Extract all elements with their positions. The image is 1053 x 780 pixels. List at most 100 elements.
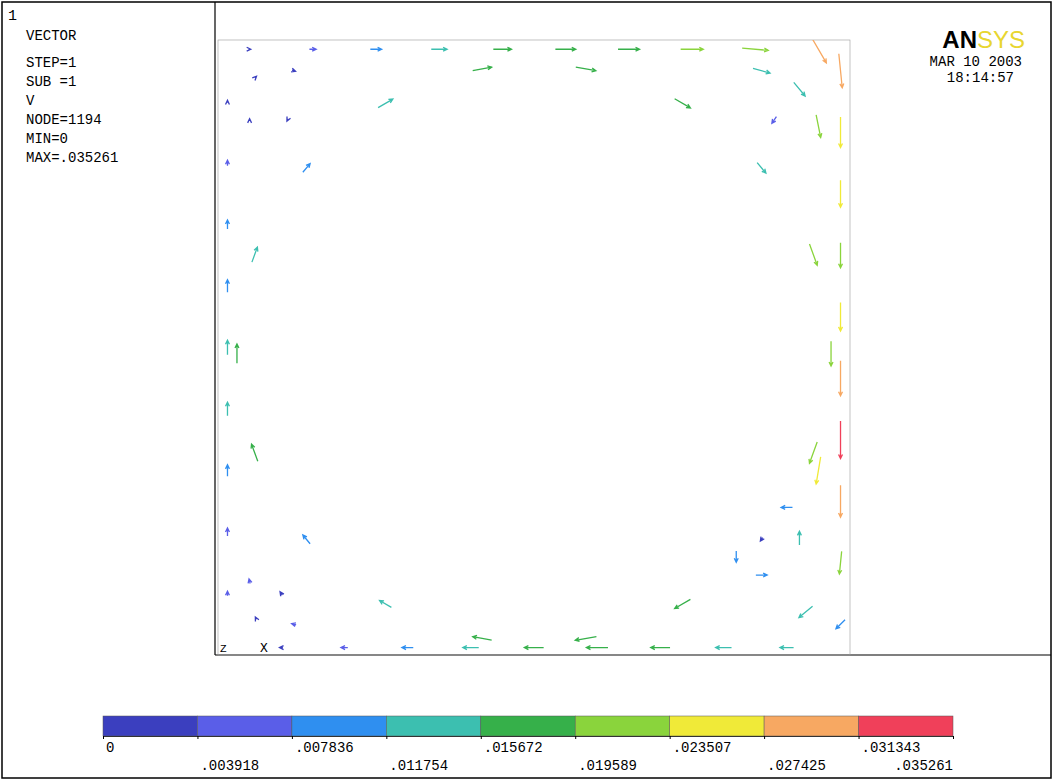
vector-arrow — [675, 99, 691, 108]
vector-arrow — [809, 442, 817, 463]
vector-arrow — [252, 76, 256, 80]
vector-arrow — [780, 646, 794, 650]
vector-arrow — [303, 164, 310, 173]
vector-arrow — [380, 601, 392, 608]
vector-arrow — [829, 341, 833, 366]
colorbar-tick-mark — [953, 736, 954, 739]
colorbar-tick-mark — [103, 736, 104, 739]
vector-arrow — [575, 637, 596, 642]
date: MAR 10 2003 — [930, 54, 1022, 70]
info-line: V — [26, 93, 35, 109]
vector-arrow — [681, 47, 704, 51]
info-line: VECTOR — [26, 28, 77, 44]
colorbar-bin — [197, 716, 291, 736]
colorbar-tick — [859, 736, 860, 739]
vector-arrow — [816, 115, 822, 138]
vector-arrow — [839, 117, 843, 148]
colorbar-tick-label: .015672 — [484, 740, 543, 756]
colorbar-tick — [575, 736, 576, 739]
info-line: NODE=1194 — [26, 112, 102, 128]
colorbar-bin — [764, 716, 858, 736]
vector-arrow — [772, 117, 777, 124]
colorbar-axis — [104, 736, 954, 739]
vector-arrow — [226, 280, 230, 292]
vector-arrow — [235, 344, 239, 363]
vector-arrow — [799, 606, 813, 617]
vector-arrow — [651, 646, 670, 650]
vector-arrow — [309, 47, 316, 51]
vector-arrow — [797, 531, 801, 545]
colorbar-tick-label: .023507 — [673, 740, 732, 756]
vector-arrow — [292, 623, 297, 627]
vector-arrow — [524, 646, 543, 650]
triad-label: X — [260, 641, 268, 656]
info-line: MIN=0 — [26, 131, 68, 147]
logo: ANSYS — [942, 26, 1025, 53]
vector-arrow — [226, 340, 230, 355]
vector-arrow — [287, 117, 291, 121]
info-line: STEP=1 — [26, 55, 76, 71]
colorbar-tick — [103, 736, 104, 739]
vector-arrow — [839, 485, 843, 517]
vector-arrow — [473, 635, 492, 640]
colorbar-bin — [575, 716, 669, 736]
vector-arrow — [378, 99, 393, 108]
vector-arrow — [756, 573, 767, 577]
vector-arrow — [431, 47, 447, 51]
vector-arrow — [280, 592, 284, 596]
colorbar-bin — [103, 716, 197, 736]
vector-arrow — [618, 47, 640, 51]
colorbar-tick-mark — [481, 736, 482, 739]
time: 18:14:57 — [947, 70, 1014, 86]
vector-arrow — [493, 47, 511, 51]
colorbar-tick — [386, 736, 387, 739]
vector-arrow — [291, 68, 295, 72]
vector-arrow — [815, 457, 821, 484]
vector-arrow — [839, 421, 843, 458]
colorbar-bin — [670, 716, 764, 736]
colorbar-bin — [859, 716, 953, 736]
vector-arrow — [839, 54, 844, 88]
colorbar-tick — [953, 736, 954, 739]
vector-arrow — [370, 47, 381, 51]
colorbar-tick-label: .011754 — [389, 758, 448, 774]
vector-arrow — [279, 646, 283, 650]
vector-arrow — [473, 66, 492, 71]
colorbar-bin — [481, 716, 575, 736]
colorbar-bin — [386, 716, 480, 736]
vector-arrow — [809, 244, 817, 265]
vector-arrow — [226, 100, 230, 104]
colorbar-tick-label: .031343 — [862, 740, 921, 756]
vector-arrow — [255, 617, 259, 621]
colorbar-bin — [292, 716, 386, 736]
colorbar: 0.003918.007836.011754.015672.019589.023… — [103, 716, 954, 774]
vector-arrow — [555, 47, 575, 51]
vector-arrow — [810, 40, 826, 63]
colorbar-tick-label: .007836 — [295, 740, 354, 756]
vector-arrow — [402, 646, 413, 650]
vector-arrow — [252, 247, 258, 262]
panel-divider — [214, 2, 215, 655]
vector-arrow — [226, 465, 230, 476]
colorbar-tick — [670, 736, 671, 739]
vector-arrow — [742, 48, 768, 52]
vector-arrow — [760, 537, 764, 541]
colorbar-tick-mark — [764, 736, 765, 739]
vector-arrow — [226, 220, 230, 229]
vector-arrow — [794, 82, 805, 96]
vector-arrow — [248, 579, 252, 584]
info-line: MAX=.035261 — [26, 150, 118, 166]
vector-arrow — [251, 444, 258, 461]
vector-arrow — [226, 402, 230, 416]
colorbar-tick — [292, 736, 293, 739]
vector-arrow — [576, 67, 596, 72]
info-line: SUB =1 — [26, 74, 76, 90]
vector-arrow — [839, 243, 843, 268]
colorbar-tick-mark — [197, 736, 198, 739]
canvas: 1VECTORSTEP=1SUB =1VNODE=1194MIN=0MAX=.0… — [0, 0, 1053, 780]
vector-arrow — [838, 551, 842, 574]
colorbar-tick-mark — [670, 736, 671, 739]
colorbar-tick-mark — [386, 736, 387, 739]
vector-arrow — [226, 528, 230, 536]
colorbar-tick-label: .019589 — [578, 758, 637, 774]
